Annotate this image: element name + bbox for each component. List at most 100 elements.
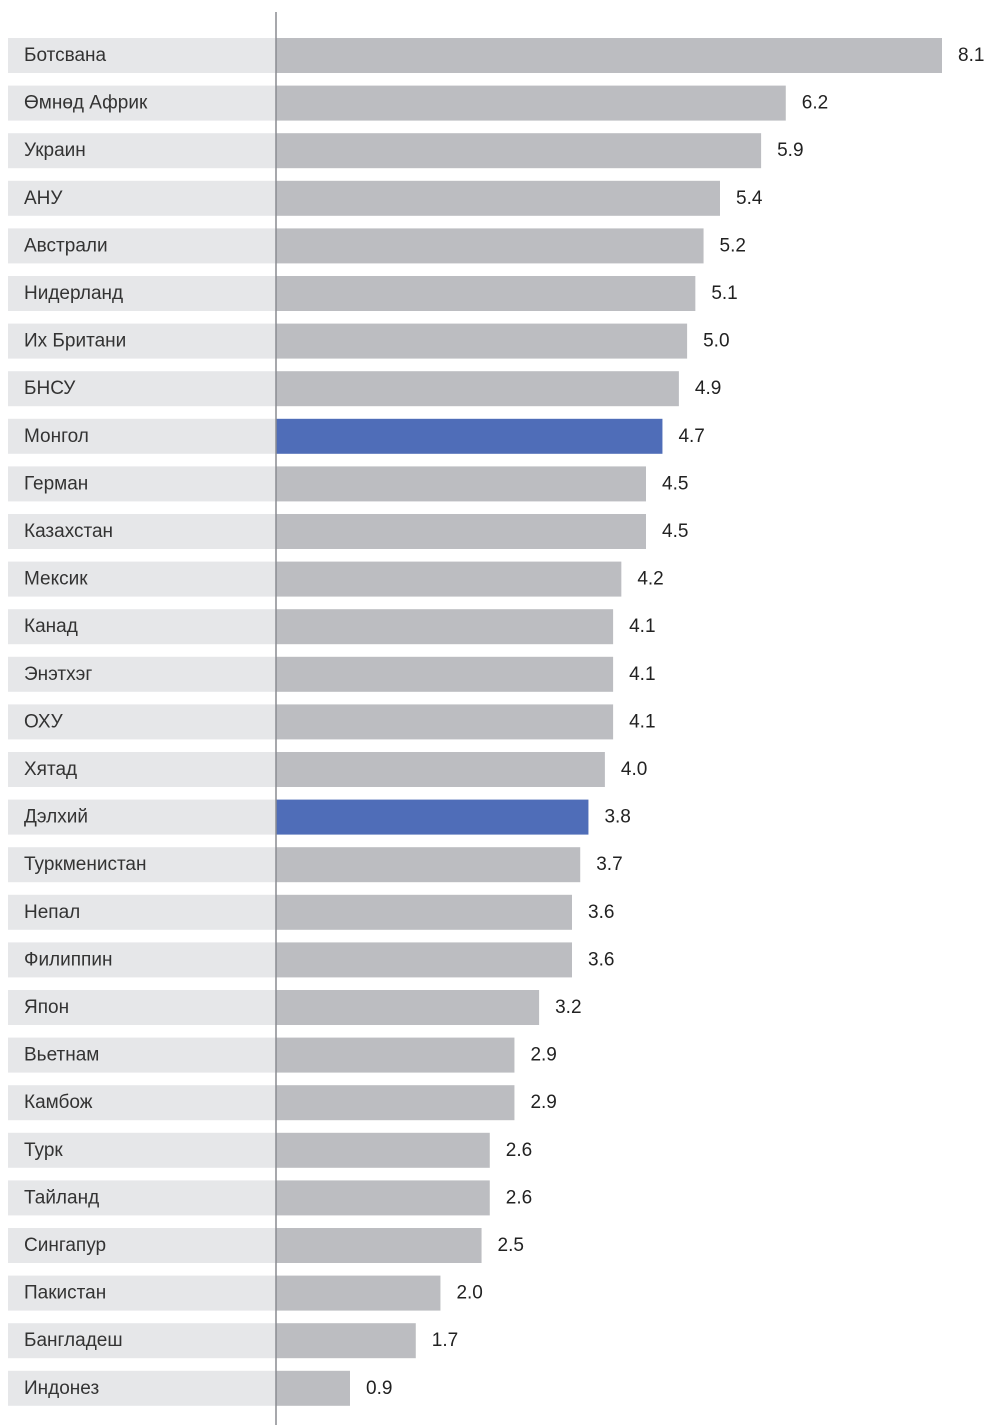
- value-label-row-5: 5.1: [711, 283, 737, 304]
- bar-row-28: [276, 1370, 350, 1406]
- bar-row-17: [276, 847, 581, 883]
- label-band-row-14: [8, 704, 276, 740]
- category-label-row-6: Их Британи: [24, 331, 126, 352]
- bar-row-10: [276, 514, 646, 549]
- value-label-row-8: 4.7: [678, 426, 704, 447]
- bar-row-14: [276, 704, 614, 740]
- value-label-row-22: 2.9: [530, 1092, 556, 1113]
- bar-row-21: [276, 1037, 515, 1073]
- value-label-row-25: 2.5: [498, 1235, 524, 1256]
- category-label-row-15: Хятад: [24, 759, 77, 780]
- value-labels: 8.1 6.2 5.9 5.4 5.2 5.1 5.0 4.9 4.7 4.5 4.5 4.2 4.1 4…: [366, 45, 984, 1399]
- value-label-row-7: 4.9: [695, 378, 721, 399]
- category-label-row-22: Камбож: [24, 1092, 93, 1113]
- label-band-row-2: [8, 133, 276, 169]
- category-label-row-14: ОХУ: [24, 711, 64, 732]
- category-label-row-10: Казахстан: [24, 521, 113, 542]
- category-label-row-25: Сингапур: [24, 1235, 106, 1256]
- category-label-row-18: Непал: [24, 902, 80, 923]
- label-band-row-27: [8, 1323, 276, 1359]
- label-band-row-7: [8, 371, 276, 407]
- label-band-row-4: [8, 228, 276, 264]
- bar-row-20: [276, 990, 540, 1025]
- bar-row-26: [276, 1275, 441, 1311]
- category-label-row-0: Ботсвана: [24, 45, 107, 66]
- category-label-row-12: Канад: [24, 616, 78, 637]
- category-label-row-13: Энэтхэг: [24, 664, 92, 685]
- value-label-row-26: 2.0: [456, 1283, 482, 1304]
- category-label-row-2: Украин: [24, 140, 86, 161]
- category-label-row-20: Япон: [24, 997, 69, 1018]
- bar-row-19: [276, 942, 572, 978]
- category-label-row-16: Дэлхий: [24, 807, 88, 828]
- label-band-row-3: [8, 180, 276, 216]
- category-label-row-7: БНСУ: [24, 378, 76, 399]
- category-label-row-19: Филиппин: [24, 949, 112, 970]
- value-label-row-20: 3.2: [555, 997, 581, 1018]
- bars: [276, 38, 942, 1406]
- label-band-row-17: [8, 847, 276, 883]
- category-label-row-8: Монгол: [24, 426, 89, 447]
- bar-row-11: [276, 561, 622, 597]
- category-label-row-17: Туркменистан: [24, 854, 147, 875]
- value-label-row-17: 3.7: [596, 854, 622, 875]
- value-label-row-0: 8.1: [958, 45, 984, 66]
- label-bands: [8, 38, 276, 1406]
- label-band-row-1: [8, 85, 276, 121]
- category-label-row-1: Өмнөд Африк: [24, 93, 148, 114]
- label-band-row-11: [8, 561, 276, 597]
- bar-row-23: [276, 1132, 490, 1168]
- bar-row-27: [276, 1323, 416, 1359]
- value-label-row-9: 4.5: [662, 473, 688, 494]
- value-label-row-11: 4.2: [637, 569, 663, 590]
- category-label-row-9: Герман: [24, 473, 88, 494]
- value-label-row-15: 4.0: [621, 759, 647, 780]
- bar-row-18: [276, 894, 572, 930]
- label-band-row-24: [8, 1180, 276, 1216]
- value-label-row-16: 3.8: [604, 807, 630, 828]
- bar-row-13: [276, 656, 614, 692]
- bar-row-12: [276, 609, 614, 645]
- value-label-row-6: 5.0: [703, 331, 729, 352]
- bar-row-15: [276, 752, 605, 787]
- label-band-row-20: [8, 990, 276, 1025]
- label-band-row-10: [8, 514, 276, 549]
- bar-row-22: [276, 1085, 515, 1121]
- value-label-row-13: 4.1: [629, 664, 655, 685]
- value-label-row-10: 4.5: [662, 521, 688, 542]
- label-band-row-5: [8, 276, 276, 311]
- category-label-row-23: Турк: [24, 1140, 63, 1161]
- value-label-row-24: 2.6: [506, 1187, 532, 1208]
- label-band-row-21: [8, 1037, 276, 1073]
- value-label-row-4: 5.2: [720, 235, 746, 256]
- value-label-row-19: 3.6: [588, 949, 614, 970]
- category-label-row-5: Нидерланд: [24, 283, 123, 304]
- value-label-row-28: 0.9: [366, 1378, 392, 1399]
- category-label-row-11: Мексик: [24, 569, 88, 590]
- bar-row-6: [276, 323, 688, 359]
- bar-row-16: [276, 799, 589, 835]
- bar-row-4: [276, 228, 704, 264]
- category-label-row-27: Бангладеш: [24, 1330, 123, 1351]
- value-label-row-3: 5.4: [736, 188, 763, 209]
- category-label-row-4: Австрали: [24, 235, 108, 256]
- value-label-row-21: 2.9: [530, 1045, 556, 1066]
- label-band-row-6: [8, 323, 276, 359]
- bar-row-2: [276, 133, 762, 169]
- bar-row-5: [276, 276, 696, 311]
- label-band-row-16: [8, 799, 276, 835]
- label-band-row-0: [8, 38, 276, 73]
- value-label-row-23: 2.6: [506, 1140, 532, 1161]
- bar-row-9: [276, 466, 646, 502]
- bar-row-24: [276, 1180, 490, 1216]
- label-band-row-9: [8, 466, 276, 502]
- category-label-row-3: АНУ: [24, 188, 63, 209]
- category-labels: Ботсвана Өмнөд Африк Украин АНУ Австрали Ниде…: [24, 45, 148, 1399]
- bar-row-3: [276, 180, 720, 216]
- label-band-row-15: [8, 752, 276, 787]
- value-label-row-2: 5.9: [777, 140, 803, 161]
- category-label-row-21: Вьетнам: [24, 1045, 99, 1066]
- value-label-row-14: 4.1: [629, 711, 655, 732]
- value-label-row-1: 6.2: [802, 93, 828, 114]
